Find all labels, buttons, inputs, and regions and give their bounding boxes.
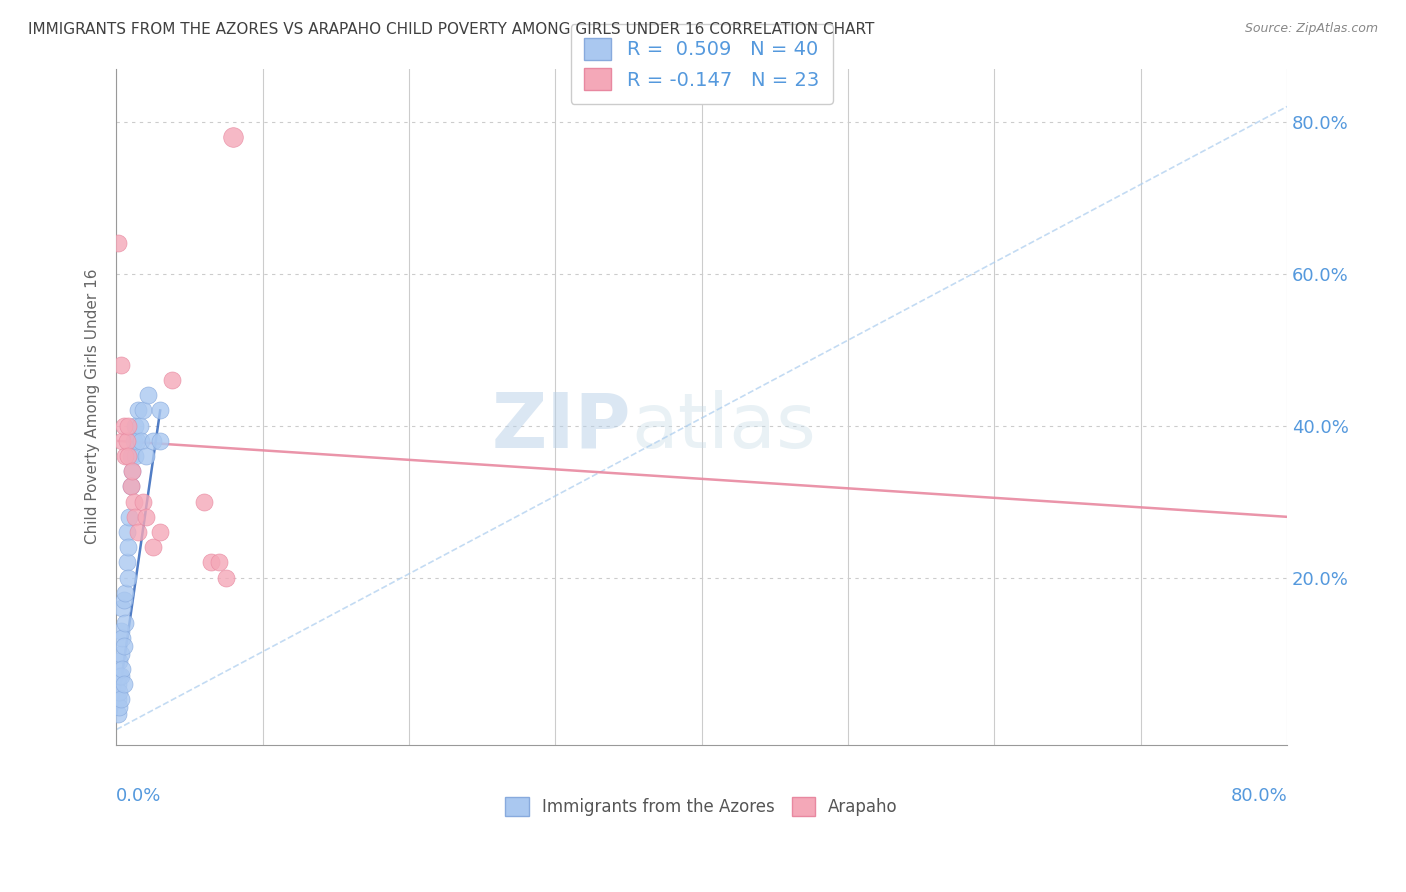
Point: [128, 418, 150, 433]
Point: [124, 449, 146, 463]
Point: [117, 449, 139, 463]
Point: [115, 434, 138, 448]
Point: [149, 434, 172, 448]
Text: 80.0%: 80.0%: [1230, 787, 1286, 805]
Point: [142, 540, 165, 554]
Point: [115, 524, 138, 539]
Point: [108, 684, 131, 698]
Point: [110, 647, 132, 661]
Point: [111, 434, 134, 448]
Point: [110, 669, 132, 683]
Point: [112, 677, 135, 691]
Point: [142, 434, 165, 448]
Point: [149, 524, 172, 539]
Legend: Immigrants from the Azores, Arapaho: Immigrants from the Azores, Arapaho: [499, 790, 904, 823]
Point: [114, 449, 136, 463]
Point: [110, 692, 132, 706]
Point: [138, 388, 160, 402]
Point: [111, 662, 134, 676]
Point: [122, 494, 145, 508]
Point: [215, 571, 238, 585]
Text: ZIP: ZIP: [492, 390, 631, 464]
Point: [107, 707, 129, 722]
Point: [160, 373, 183, 387]
Point: [107, 692, 129, 706]
Point: [110, 624, 132, 638]
Point: [108, 699, 131, 714]
Point: [124, 418, 146, 433]
Point: [107, 677, 129, 691]
Point: [110, 358, 132, 372]
Text: atlas: atlas: [631, 390, 817, 464]
Point: [149, 403, 172, 417]
Point: [117, 540, 139, 554]
Point: [121, 464, 143, 478]
Point: [112, 418, 135, 433]
Point: [117, 418, 139, 433]
Point: [135, 509, 157, 524]
Text: IMMIGRANTS FROM THE AZORES VS ARAPAHO CHILD POVERTY AMONG GIRLS UNDER 16 CORRELA: IMMIGRANTS FROM THE AZORES VS ARAPAHO CH…: [28, 22, 875, 37]
Point: [120, 479, 142, 493]
Point: [131, 494, 153, 508]
Point: [124, 509, 146, 524]
Point: [118, 509, 141, 524]
Point: [108, 669, 131, 683]
Point: [208, 556, 231, 570]
Point: [120, 449, 142, 463]
Point: [114, 586, 136, 600]
Point: [125, 434, 148, 448]
Point: [108, 654, 131, 668]
Point: [127, 403, 149, 417]
Point: [222, 129, 245, 144]
Point: [120, 479, 142, 493]
Point: [127, 524, 149, 539]
Point: [112, 639, 135, 653]
Y-axis label: Child Poverty Among Girls Under 16: Child Poverty Among Girls Under 16: [86, 268, 100, 544]
Point: [111, 601, 134, 615]
Point: [114, 616, 136, 631]
Text: 0.0%: 0.0%: [117, 787, 162, 805]
Point: [111, 632, 134, 646]
Point: [115, 556, 138, 570]
Point: [117, 571, 139, 585]
Point: [121, 464, 143, 478]
Point: [129, 434, 152, 448]
Point: [200, 556, 222, 570]
Point: [193, 494, 215, 508]
Point: [122, 434, 145, 448]
Text: Source: ZipAtlas.com: Source: ZipAtlas.com: [1244, 22, 1378, 36]
Point: [135, 449, 157, 463]
Point: [131, 403, 153, 417]
Point: [112, 593, 135, 607]
Point: [107, 236, 129, 251]
